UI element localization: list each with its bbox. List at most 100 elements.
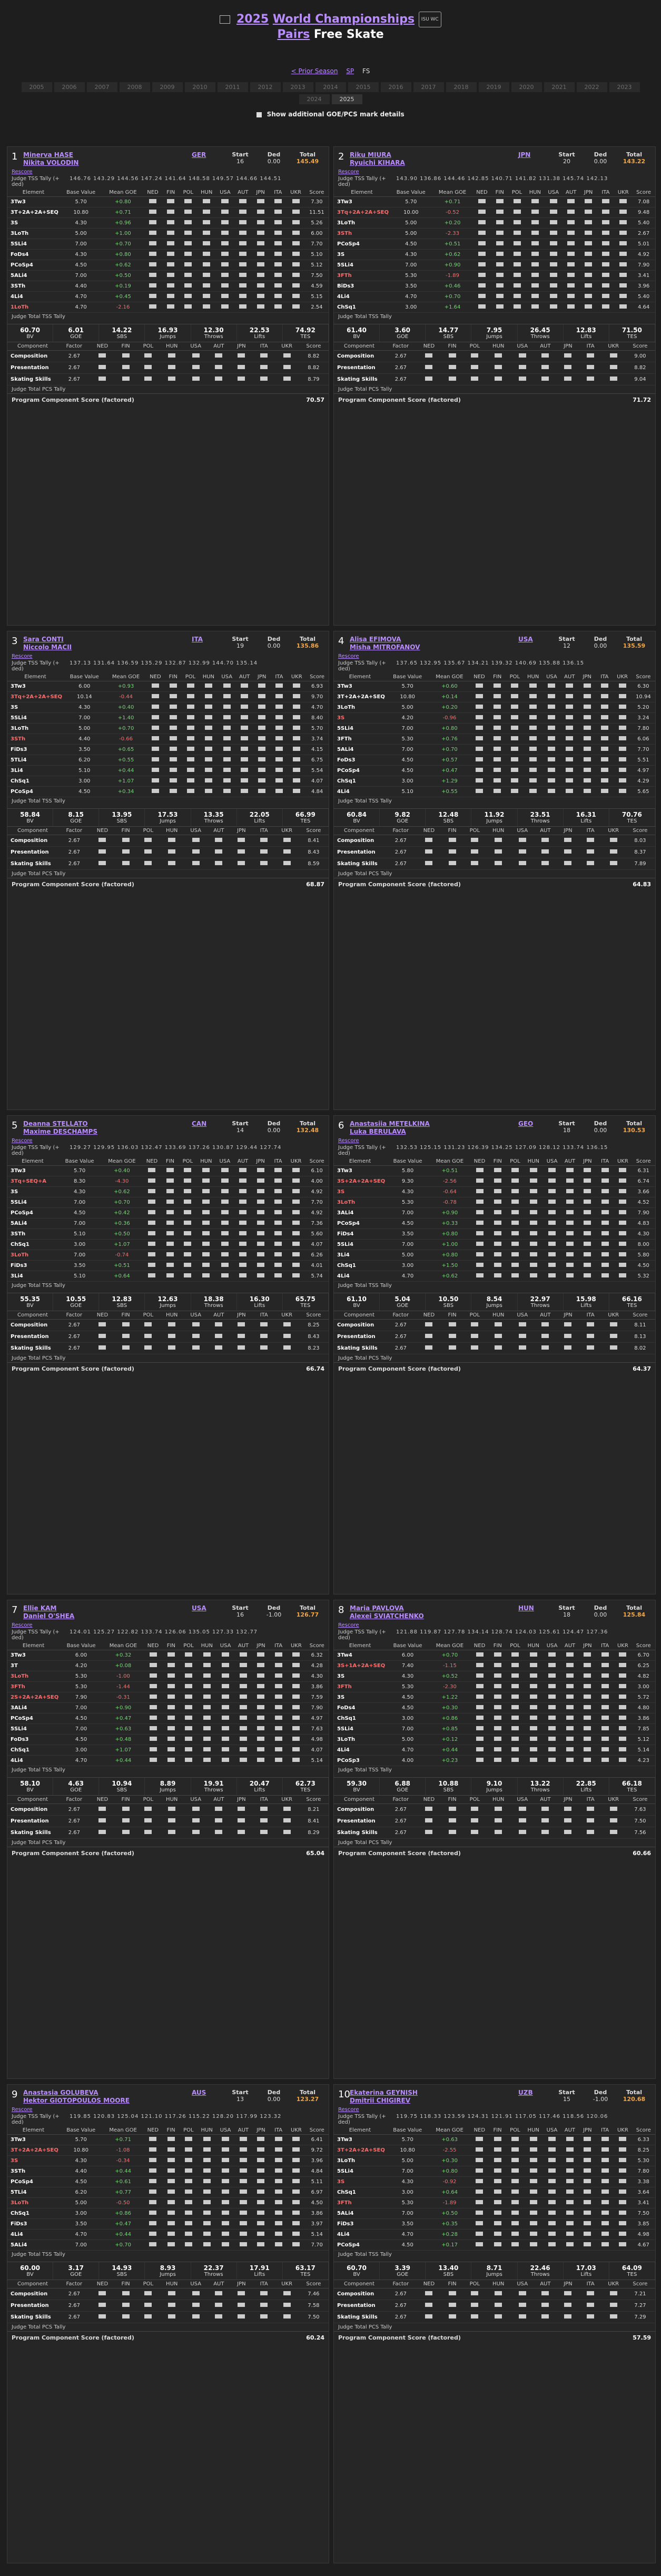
rescore-link[interactable]: Rescore <box>12 1138 33 1144</box>
judge-flag-icon <box>566 747 574 751</box>
skater-name[interactable]: Anastasia GOLUBEVA <box>23 2089 98 2096</box>
season-2010[interactable]: 2010 <box>184 82 215 92</box>
season-2017[interactable]: 2017 <box>413 82 444 92</box>
season-2009[interactable]: 2009 <box>152 82 183 92</box>
rescore-link[interactable]: Rescore <box>338 1138 359 1144</box>
checkbox-icon[interactable] <box>256 112 262 117</box>
year-link[interactable]: 2025 <box>236 13 269 26</box>
season-2013[interactable]: 2013 <box>282 82 313 92</box>
skater-names[interactable]: Anastasiia METELKINA Luka BERULAVA <box>350 1120 518 1136</box>
mean-goe: +1.07 <box>102 1745 144 1756</box>
deductions-value: 0.00 <box>267 2096 281 2103</box>
skater-name[interactable]: Nikita VOLODIN <box>23 159 79 166</box>
rescore-link[interactable]: Rescore <box>12 1622 33 1628</box>
season-2019[interactable]: 2019 <box>478 82 509 92</box>
skater-name[interactable]: Daniel O'SHEA <box>23 1612 75 1620</box>
judge-flag-icon <box>221 210 229 214</box>
season-2007[interactable]: 2007 <box>86 82 117 92</box>
column-header: JPN <box>252 189 270 197</box>
judge-flag-icon <box>476 1242 484 1246</box>
nation[interactable]: CAN <box>192 1120 207 1127</box>
judge-flag-icon <box>609 1818 617 1822</box>
skater-names[interactable]: Maria PAVLOVA Alexei SVIATCHENKO <box>350 1604 518 1620</box>
skater-name[interactable]: Ellie KAM <box>23 1604 57 1612</box>
skater-name[interactable]: Ryuichi KIHARA <box>350 159 405 166</box>
rescore-link[interactable]: Rescore <box>12 169 33 175</box>
season-2025[interactable]: 2025 <box>331 94 362 104</box>
rescore-link[interactable]: Rescore <box>338 2107 359 2113</box>
skater-names[interactable]: Sara CONTI Niccolo MACII <box>23 636 192 651</box>
season-2005[interactable]: 2005 <box>21 82 52 92</box>
nation[interactable]: JPN <box>518 151 531 158</box>
skater-name[interactable]: Maria PAVLOVA <box>350 1604 404 1612</box>
season-2021[interactable]: 2021 <box>544 82 575 92</box>
skater-name[interactable]: Deanna STELLATO <box>23 1120 88 1127</box>
nation[interactable]: GER <box>192 151 206 158</box>
judge-mark <box>287 1650 305 1661</box>
skater-names[interactable]: Deanna STELLATO Maxime DESCHAMPS <box>23 1120 192 1136</box>
skater-name[interactable]: Alisa EFIMOVA <box>350 636 401 643</box>
season-2015[interactable]: 2015 <box>348 82 379 92</box>
skater-names[interactable]: Riku MIURA Ryuichi KIHARA <box>350 151 518 167</box>
nation[interactable]: UZB <box>518 2089 533 2096</box>
rescore-link[interactable]: Rescore <box>338 653 359 659</box>
skater-name[interactable]: Niccolo MACII <box>23 643 72 651</box>
nation[interactable]: USA <box>192 1604 206 1612</box>
skater-name[interactable]: Riku MIURA <box>350 151 391 158</box>
skater-name[interactable]: Sara CONTI <box>23 636 64 643</box>
season-2006[interactable]: 2006 <box>54 82 85 92</box>
skater-name[interactable]: Maxime DESCHAMPS <box>23 1128 98 1135</box>
judge-mark <box>470 786 489 797</box>
skater-name[interactable]: Luka BERULAVA <box>350 1128 406 1135</box>
mean-goe: -0.52 <box>432 207 473 218</box>
skater-names[interactable]: Ekaterina GEYNISH Dmitrii CHIGIREV <box>350 2089 518 2105</box>
skater-names[interactable]: Minerva HASE Nikita VOLODIN <box>23 151 192 167</box>
season-2023[interactable]: 2023 <box>609 82 640 92</box>
judge-flag-icon <box>494 1221 501 1225</box>
details-toggle[interactable]: Show additional GOE/PCS mark details <box>0 111 661 118</box>
judge-flag-icon <box>274 2232 282 2236</box>
nation[interactable]: USA <box>518 636 533 643</box>
season-2011[interactable]: 2011 <box>217 82 248 92</box>
skater-name[interactable]: Anastasiia METELKINA <box>350 1120 430 1127</box>
judge-flag-icon <box>215 1345 223 1350</box>
element-row: 3LoTh 7.00 -0.74 6.26 <box>7 1250 329 1261</box>
rescore-link[interactable]: Rescore <box>12 653 33 659</box>
skater-name[interactable]: Hektor GIOTOPOULOS MOORE <box>23 2097 130 2104</box>
judge-flag-icon <box>239 1200 247 1204</box>
season-2022[interactable]: 2022 <box>576 82 607 92</box>
nation[interactable]: AUS <box>192 2089 206 2096</box>
season-2008[interactable]: 2008 <box>119 82 150 92</box>
skater-name[interactable]: Minerva HASE <box>23 151 73 158</box>
nation[interactable]: GEO <box>518 1120 534 1127</box>
season-2014[interactable]: 2014 <box>315 82 346 92</box>
skater-name[interactable]: Misha MITROFANOV <box>350 643 420 651</box>
skater-names[interactable]: Ellie KAM Daniel O'SHEA <box>23 1604 192 1620</box>
skater-names[interactable]: Anastasia GOLUBEVA Hektor GIOTOPOULOS MOO… <box>23 2089 192 2105</box>
skater-names[interactable]: Alisa EFIMOVA Misha MITROFANOV <box>350 636 518 651</box>
component-row: Presentation 2.67 7.58 <box>7 2300 329 2312</box>
season-2020[interactable]: 2020 <box>511 82 542 92</box>
event-link[interactable]: World Championships <box>272 13 415 26</box>
skater-name[interactable]: Ekaterina GEYNISH <box>350 2089 418 2096</box>
nation[interactable]: HUN <box>518 1604 534 1612</box>
season-2018[interactable]: 2018 <box>446 82 477 92</box>
nation[interactable]: ITA <box>192 636 203 643</box>
discipline-link[interactable]: Pairs <box>277 28 310 41</box>
judge-mark <box>489 1723 507 1735</box>
season-2024[interactable]: 2024 <box>299 94 330 104</box>
skater-name[interactable]: Alexei SVIATCHENKO <box>350 1612 424 1620</box>
prior-season-link[interactable]: < Prior Season <box>291 67 338 75</box>
rescore-link[interactable]: Rescore <box>12 2107 33 2113</box>
rescore-link[interactable]: Rescore <box>338 169 359 175</box>
season-2016[interactable]: 2016 <box>380 82 411 92</box>
judge-mark <box>287 2187 305 2198</box>
judge-mark <box>164 712 182 724</box>
judge-mark <box>596 712 614 724</box>
judge-mark <box>146 765 165 776</box>
skater-name[interactable]: Dmitrii CHIGIREV <box>350 2097 410 2104</box>
rescore-link[interactable]: Rescore <box>338 1622 359 1628</box>
season-2012[interactable]: 2012 <box>250 82 281 92</box>
sp-link[interactable]: SP <box>346 67 354 75</box>
judge-mark <box>180 1660 198 1671</box>
